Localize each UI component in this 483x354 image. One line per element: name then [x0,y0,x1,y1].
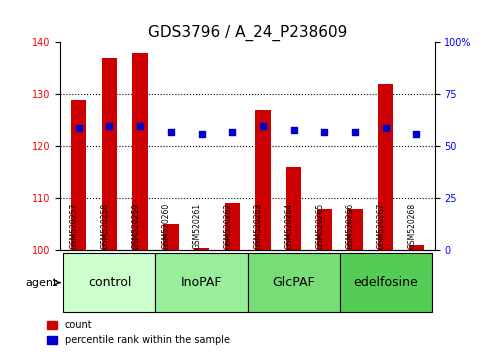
Text: GSM520268: GSM520268 [407,202,416,249]
Bar [409,245,424,250]
Bar [194,247,209,250]
Text: InoPAF: InoPAF [181,276,222,289]
Point [167,129,175,135]
Point [228,129,236,135]
Legend: count, percentile rank within the sample: count, percentile rank within the sample [43,316,234,349]
FancyBboxPatch shape [156,253,248,312]
Text: agent: agent [25,278,57,287]
Bar [163,224,179,250]
Text: GSM520261: GSM520261 [193,202,201,249]
Bar [255,110,270,250]
Bar [347,209,363,250]
Point [382,125,389,131]
Point [106,123,114,129]
FancyBboxPatch shape [63,253,156,312]
Text: edelfosine: edelfosine [353,276,418,289]
Bar [225,204,240,250]
Point [75,125,83,131]
Point [198,131,205,137]
FancyBboxPatch shape [340,253,432,312]
FancyBboxPatch shape [248,253,340,312]
Point [320,129,328,135]
Text: GlcPAF: GlcPAF [272,276,315,289]
Point [412,131,420,137]
Text: GSM520259: GSM520259 [131,202,140,249]
Point [351,129,359,135]
Text: control: control [88,276,131,289]
Bar [71,99,86,250]
Point [136,123,144,129]
Text: GSM520266: GSM520266 [346,202,355,249]
Text: GSM520257: GSM520257 [70,202,79,249]
Point [290,127,298,132]
Text: GSM520262: GSM520262 [223,202,232,249]
Text: GSM520264: GSM520264 [284,202,294,249]
Text: GSM520265: GSM520265 [315,202,324,249]
Bar [286,167,301,250]
Text: GSM520263: GSM520263 [254,202,263,249]
Bar [132,53,148,250]
Title: GDS3796 / A_24_P238609: GDS3796 / A_24_P238609 [148,25,347,41]
Bar [102,58,117,250]
Text: GSM520258: GSM520258 [100,202,110,249]
Text: GSM520267: GSM520267 [377,202,385,249]
Point [259,123,267,129]
Bar [378,84,393,250]
Bar [316,209,332,250]
Text: GSM520260: GSM520260 [162,202,171,249]
